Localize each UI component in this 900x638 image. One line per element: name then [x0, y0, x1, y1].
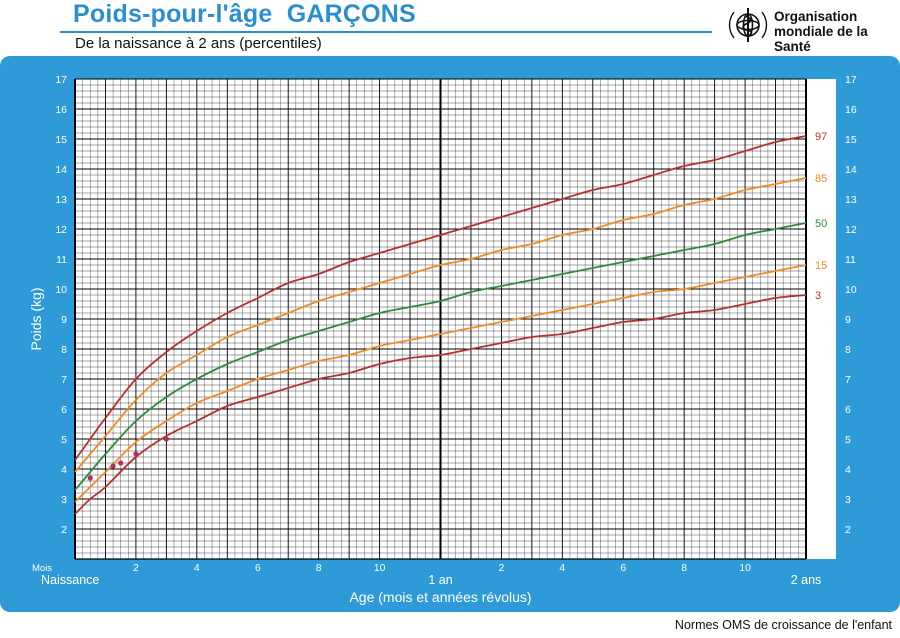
percentile-label-p85: 85 — [815, 173, 827, 185]
x-tick-label: 8 — [681, 562, 687, 574]
data-point — [118, 460, 124, 466]
y-tick-label-left: 7 — [61, 374, 67, 386]
percentile-label-p50: 50 — [815, 218, 827, 230]
percentile-label-p15: 15 — [815, 260, 827, 272]
title-underline — [60, 31, 712, 33]
x-tick-label: 10 — [374, 562, 386, 574]
y-tick-label-right: 14 — [845, 164, 857, 176]
percentile-curve-p50 — [74, 222, 807, 491]
who-emblem-icon — [728, 8, 768, 42]
y-tick-label-right: 11 — [845, 254, 856, 266]
x-tick-label: 6 — [255, 562, 261, 574]
y-tick-label-left: 9 — [61, 314, 67, 326]
y-tick-label-left: 14 — [55, 164, 67, 176]
y-tick-label-left: 2 — [61, 524, 67, 536]
data-point — [163, 436, 169, 442]
y-tick-label-right: 17 — [845, 74, 857, 86]
y-tick-label-left: 11 — [56, 254, 67, 266]
percentile-curve-p3 — [74, 294, 807, 515]
x-tick-label: 10 — [739, 562, 751, 574]
y-tick-label-right: 6 — [845, 404, 851, 416]
percentile-curve-p85 — [74, 177, 807, 473]
x-tick-label: 4 — [559, 562, 565, 574]
org-name: Organisation mondiale de la Santé — [774, 9, 900, 54]
y-tick-label-right: 7 — [845, 374, 851, 386]
percentile-curve-p15 — [74, 264, 807, 503]
percentile-label-p97: 97 — [815, 131, 827, 143]
x-unit-label: Mois — [32, 563, 52, 574]
x-tick-label: 4 — [194, 562, 200, 574]
y-tick-label-right: 15 — [845, 134, 857, 146]
x-major-label: Naissance — [41, 573, 99, 587]
y-tick-label-left: 13 — [55, 194, 67, 206]
x-major-label: 2 ans — [791, 573, 822, 587]
y-tick-label-right: 10 — [845, 284, 857, 296]
percentile-curves: 3 15 50 85 97 — [74, 131, 827, 515]
x-major-label: 1 an — [428, 573, 452, 587]
y-tick-label-left: 16 — [55, 104, 67, 116]
measurement-points — [87, 436, 169, 481]
y-tick-label-left: 12 — [55, 224, 67, 236]
y-tick-label-left: 4 — [61, 464, 67, 476]
y-tick-label-left: 3 — [61, 494, 67, 506]
y-tick-label-left: 8 — [61, 344, 67, 356]
x-tick-label: 2 — [498, 562, 504, 574]
x-tick-label: 6 — [620, 562, 626, 574]
chart-labels: 2 2 3 3 4 4 5 5 6 6 7 7 8 8 9 9 10 10 11 11 12 12 13 13 14 14 15 15… — [28, 74, 857, 605]
data-point — [133, 451, 139, 457]
data-point — [110, 463, 116, 469]
page-title: Poids-pour-l'âge GARÇONS — [73, 0, 416, 28]
y-tick-label-right: 2 — [845, 524, 851, 536]
y-tick-label-right: 3 — [845, 494, 851, 506]
x-axis-title: Age (mois et années révolus) — [349, 589, 531, 605]
y-tick-label-right: 13 — [845, 194, 857, 206]
x-tick-label: 2 — [133, 562, 139, 574]
y-tick-label-left: 10 — [55, 284, 67, 296]
y-axis-title: Poids (kg) — [28, 287, 44, 350]
org-name-line1: Organisation — [774, 9, 858, 24]
page-subtitle: De la naissance à 2 ans (percentiles) — [75, 35, 322, 52]
footer-note: Normes OMS de croissance de l'enfant — [674, 618, 892, 632]
org-name-line2: mondiale de la Santé — [774, 24, 868, 54]
percentile-curve-p97 — [74, 135, 807, 461]
y-tick-label-right: 16 — [845, 104, 857, 116]
y-tick-label-left: 5 — [61, 434, 67, 446]
y-tick-label-right: 4 — [845, 464, 851, 476]
y-tick-label-right: 12 — [845, 224, 857, 236]
x-tick-label: 8 — [316, 562, 322, 574]
y-tick-label-right: 8 — [845, 344, 851, 356]
chart-grid — [74, 78, 807, 560]
y-tick-label-right: 9 — [845, 314, 851, 326]
y-tick-label-left: 6 — [61, 404, 67, 416]
label-area — [806, 79, 836, 559]
data-point — [87, 475, 93, 481]
y-tick-label-right: 5 — [845, 434, 851, 446]
percentile-label-p3: 3 — [815, 290, 821, 302]
y-tick-label-left: 15 — [55, 134, 67, 146]
y-tick-label-left: 17 — [55, 74, 67, 86]
